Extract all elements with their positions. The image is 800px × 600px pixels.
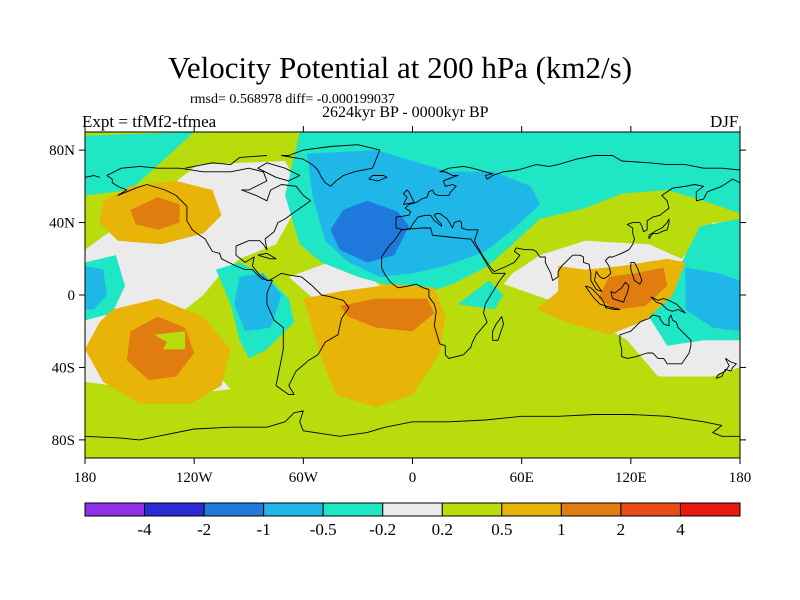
x-tick-label: 60E [510, 470, 534, 486]
y-tick-label: 80S [52, 433, 75, 449]
colorbar-label: -1 [257, 520, 271, 539]
colorbar-label: -0.5 [310, 520, 337, 539]
stats-line: rmsd= 0.568978 diff= -0.000199037 [190, 92, 395, 107]
colorbar: -4 -2 -1 -0.5 -0.2 0.2 0.5 1 2 4 [84, 502, 741, 539]
colorbar-swatch [560, 502, 622, 517]
colorbar-swatch [144, 502, 205, 517]
coastline [650, 296, 686, 314]
coastline [185, 155, 267, 169]
y-tick-label: 40S [52, 360, 75, 376]
colorbar-swatch [84, 502, 146, 517]
colorbar-label: 0.5 [491, 520, 512, 539]
y-tick-label: 0 [68, 288, 76, 304]
contour-region [339, 298, 435, 332]
coastline [368, 175, 388, 182]
colorbar-swatch [382, 502, 443, 517]
colorbar-swatch [679, 502, 741, 517]
colorbar-swatch [203, 502, 265, 517]
x-tick-label: 180 [729, 470, 752, 486]
coastline [395, 178, 740, 292]
colorbar-swatch [441, 502, 503, 517]
contour-region [458, 280, 504, 310]
coastline [619, 314, 692, 365]
y-tick-label: 40N [49, 216, 75, 232]
coastline [630, 261, 643, 285]
colorbar-label: 4 [676, 520, 685, 539]
coastline [715, 358, 737, 379]
coastline [381, 227, 506, 359]
coastline [85, 175, 100, 178]
colorbar-label: 1 [557, 520, 566, 539]
x-tick-label: 0 [409, 470, 417, 486]
coastline [610, 281, 630, 303]
coastline [281, 144, 381, 187]
colorbar-label: -0.2 [369, 520, 396, 539]
contour-fills [85, 132, 740, 458]
contour-region [685, 267, 740, 332]
coastline [395, 155, 740, 228]
x-tick-label: 120E [615, 470, 647, 486]
map-title: Velocity Potential at 200 hPa (km2/s) [167, 50, 633, 85]
coastline [402, 189, 415, 205]
axis-ticks: 180 120W 60W 0 60E 120E 180 80N 40N 0 40S 80S [49, 126, 751, 486]
coastline [492, 316, 504, 341]
x-tick-label: 60W [289, 470, 319, 486]
x-tick-label: 120W [176, 470, 214, 486]
coastlines [85, 144, 740, 441]
coastline [85, 410, 740, 441]
period-label: 2624kyr BP - 0000kyr BP [322, 104, 489, 121]
experiment-label: Expt = tfMf2-tfmea [82, 112, 217, 131]
x-tick-label: 180 [74, 470, 97, 486]
colorbar-label: 2 [617, 520, 626, 539]
coastline [257, 162, 301, 182]
colorbar-swatch [322, 502, 384, 517]
coastline [106, 165, 350, 396]
contour-region [330, 200, 409, 263]
colorbar-label: -2 [197, 520, 211, 539]
coastline [257, 252, 277, 260]
colorbar-swatch [263, 502, 324, 517]
contour-region [130, 197, 180, 230]
colorbar-swatch [501, 502, 562, 517]
contour-region [85, 266, 107, 310]
y-tick-label: 80N [49, 143, 75, 159]
contour-region [154, 331, 186, 350]
coastline [648, 218, 670, 240]
colorbar-label: 0.2 [432, 520, 453, 539]
coastline [604, 305, 621, 310]
season-label: DJF [710, 112, 739, 131]
colorbar-swatch [620, 502, 681, 517]
colorbar-label: -4 [137, 520, 152, 539]
